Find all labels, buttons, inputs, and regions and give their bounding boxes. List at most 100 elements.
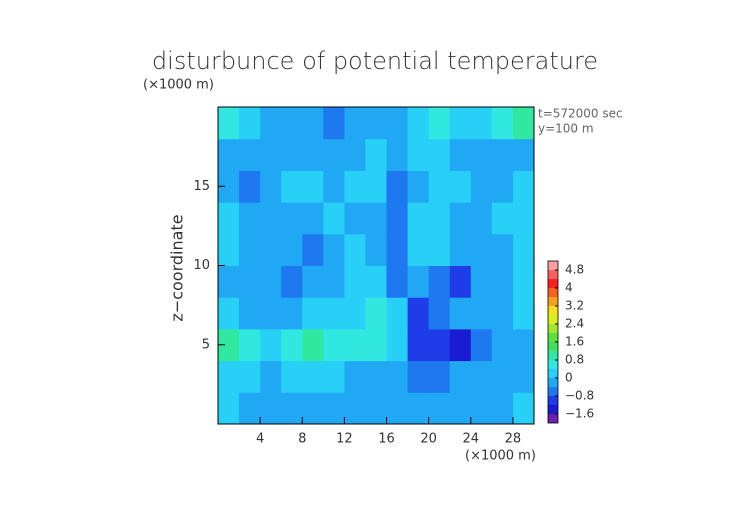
contour-cell — [344, 107, 366, 140]
contour-cell — [323, 202, 345, 235]
x-tick-label: 20 — [420, 432, 437, 447]
contour-cell — [386, 202, 409, 235]
contour-cell — [386, 170, 409, 203]
contour-cell — [470, 233, 493, 266]
contour-cell — [302, 138, 324, 171]
x-tick-label: 16 — [378, 432, 395, 447]
colorbar-tick-label: 1.6 — [565, 335, 584, 349]
colorbar-band — [548, 297, 558, 306]
contour-cell — [281, 297, 303, 330]
contour-cell — [491, 360, 514, 393]
contour-cell — [302, 170, 324, 203]
contour-cell — [512, 265, 535, 298]
contour-cell — [491, 392, 514, 425]
contour-cell — [428, 297, 451, 330]
contour-cell — [470, 360, 493, 393]
colorbar-tick-label: 2.4 — [565, 317, 584, 331]
contour-cell — [428, 328, 451, 362]
contour-cell — [344, 392, 366, 425]
contour-cell — [491, 170, 514, 203]
contour-cell — [365, 265, 388, 298]
contour-cell — [239, 392, 261, 425]
colorbar-band — [548, 279, 558, 288]
colorbar-tick-label: −0.8 — [565, 389, 594, 403]
colorbar-band — [548, 405, 558, 414]
contour-cell — [344, 360, 366, 393]
contour-cell — [323, 107, 345, 140]
contour-cell — [344, 297, 366, 330]
contour-cell — [281, 360, 303, 393]
contour-cell — [407, 328, 430, 362]
x-tick-label: 12 — [336, 432, 353, 447]
contour-cell — [491, 107, 514, 140]
contour-cell — [218, 233, 240, 266]
contour-cell — [323, 328, 345, 362]
contour-cell — [260, 138, 282, 171]
contour-cell — [344, 328, 366, 362]
contour-cell — [491, 138, 514, 171]
contour-cell — [512, 170, 535, 203]
contour-cell — [470, 297, 493, 330]
contour-cell — [365, 138, 388, 171]
x-tick-label: 24 — [463, 432, 480, 447]
contour-cell — [260, 297, 282, 330]
contour-cell — [428, 202, 451, 235]
contour-cell — [470, 138, 493, 171]
contour-cell — [218, 202, 240, 235]
contour-cell — [407, 360, 430, 393]
contour-cell — [218, 392, 240, 425]
colorbar-band — [548, 342, 558, 351]
contour-cell — [302, 360, 324, 393]
contour-cell — [365, 328, 388, 362]
contour-cell — [281, 392, 303, 425]
colorbar-tick-label: 4 — [565, 281, 573, 295]
contour-cell — [512, 202, 535, 235]
colorbar-band — [548, 324, 558, 333]
contour-cell — [365, 107, 388, 140]
contour-cell — [344, 265, 366, 298]
contour-cell — [512, 107, 535, 140]
colorbar-tick-label: 0.8 — [565, 353, 584, 367]
colorbar-tick-label: 4.8 — [565, 263, 584, 277]
contour-cell — [491, 202, 514, 235]
contour-cell — [386, 392, 409, 425]
contour-cell — [512, 360, 535, 393]
contour-cell — [260, 170, 282, 203]
colorbar-band — [548, 306, 558, 315]
contour-cell — [344, 233, 366, 266]
contour-cell — [491, 297, 514, 330]
contour-cell — [260, 392, 282, 425]
contour-cell — [281, 233, 303, 266]
contour-cell — [323, 265, 345, 298]
contour-cell — [365, 202, 388, 235]
contour-cell — [323, 233, 345, 266]
colorbar-band — [548, 369, 558, 378]
contour-cell — [218, 360, 240, 393]
contour-cell — [365, 392, 388, 425]
contour-cell — [260, 202, 282, 235]
contour-cell — [428, 265, 451, 298]
contour-cell — [302, 297, 324, 330]
contour-cell — [512, 392, 535, 425]
contour-cell — [428, 392, 451, 425]
contour-cell — [218, 170, 240, 203]
contour-cell — [407, 202, 430, 235]
contour-cell — [386, 360, 409, 393]
annotation: y=100 m — [538, 122, 594, 136]
contour-cell — [470, 107, 493, 140]
colorbar-band — [548, 333, 558, 342]
chart-title: disturbunce of potential temperature — [152, 47, 598, 75]
contour-cell — [323, 392, 345, 425]
contour-cell — [428, 107, 451, 140]
contour-cell — [449, 328, 472, 362]
x-tick-label: 28 — [505, 432, 522, 447]
contour-cell — [470, 202, 493, 235]
contour-cell — [407, 233, 430, 266]
contour-cell — [428, 170, 451, 203]
contour-cell — [218, 297, 240, 330]
contour-cell — [302, 265, 324, 298]
contour-cell — [239, 170, 261, 203]
contour-cell — [323, 297, 345, 330]
contour-cell — [470, 328, 493, 362]
